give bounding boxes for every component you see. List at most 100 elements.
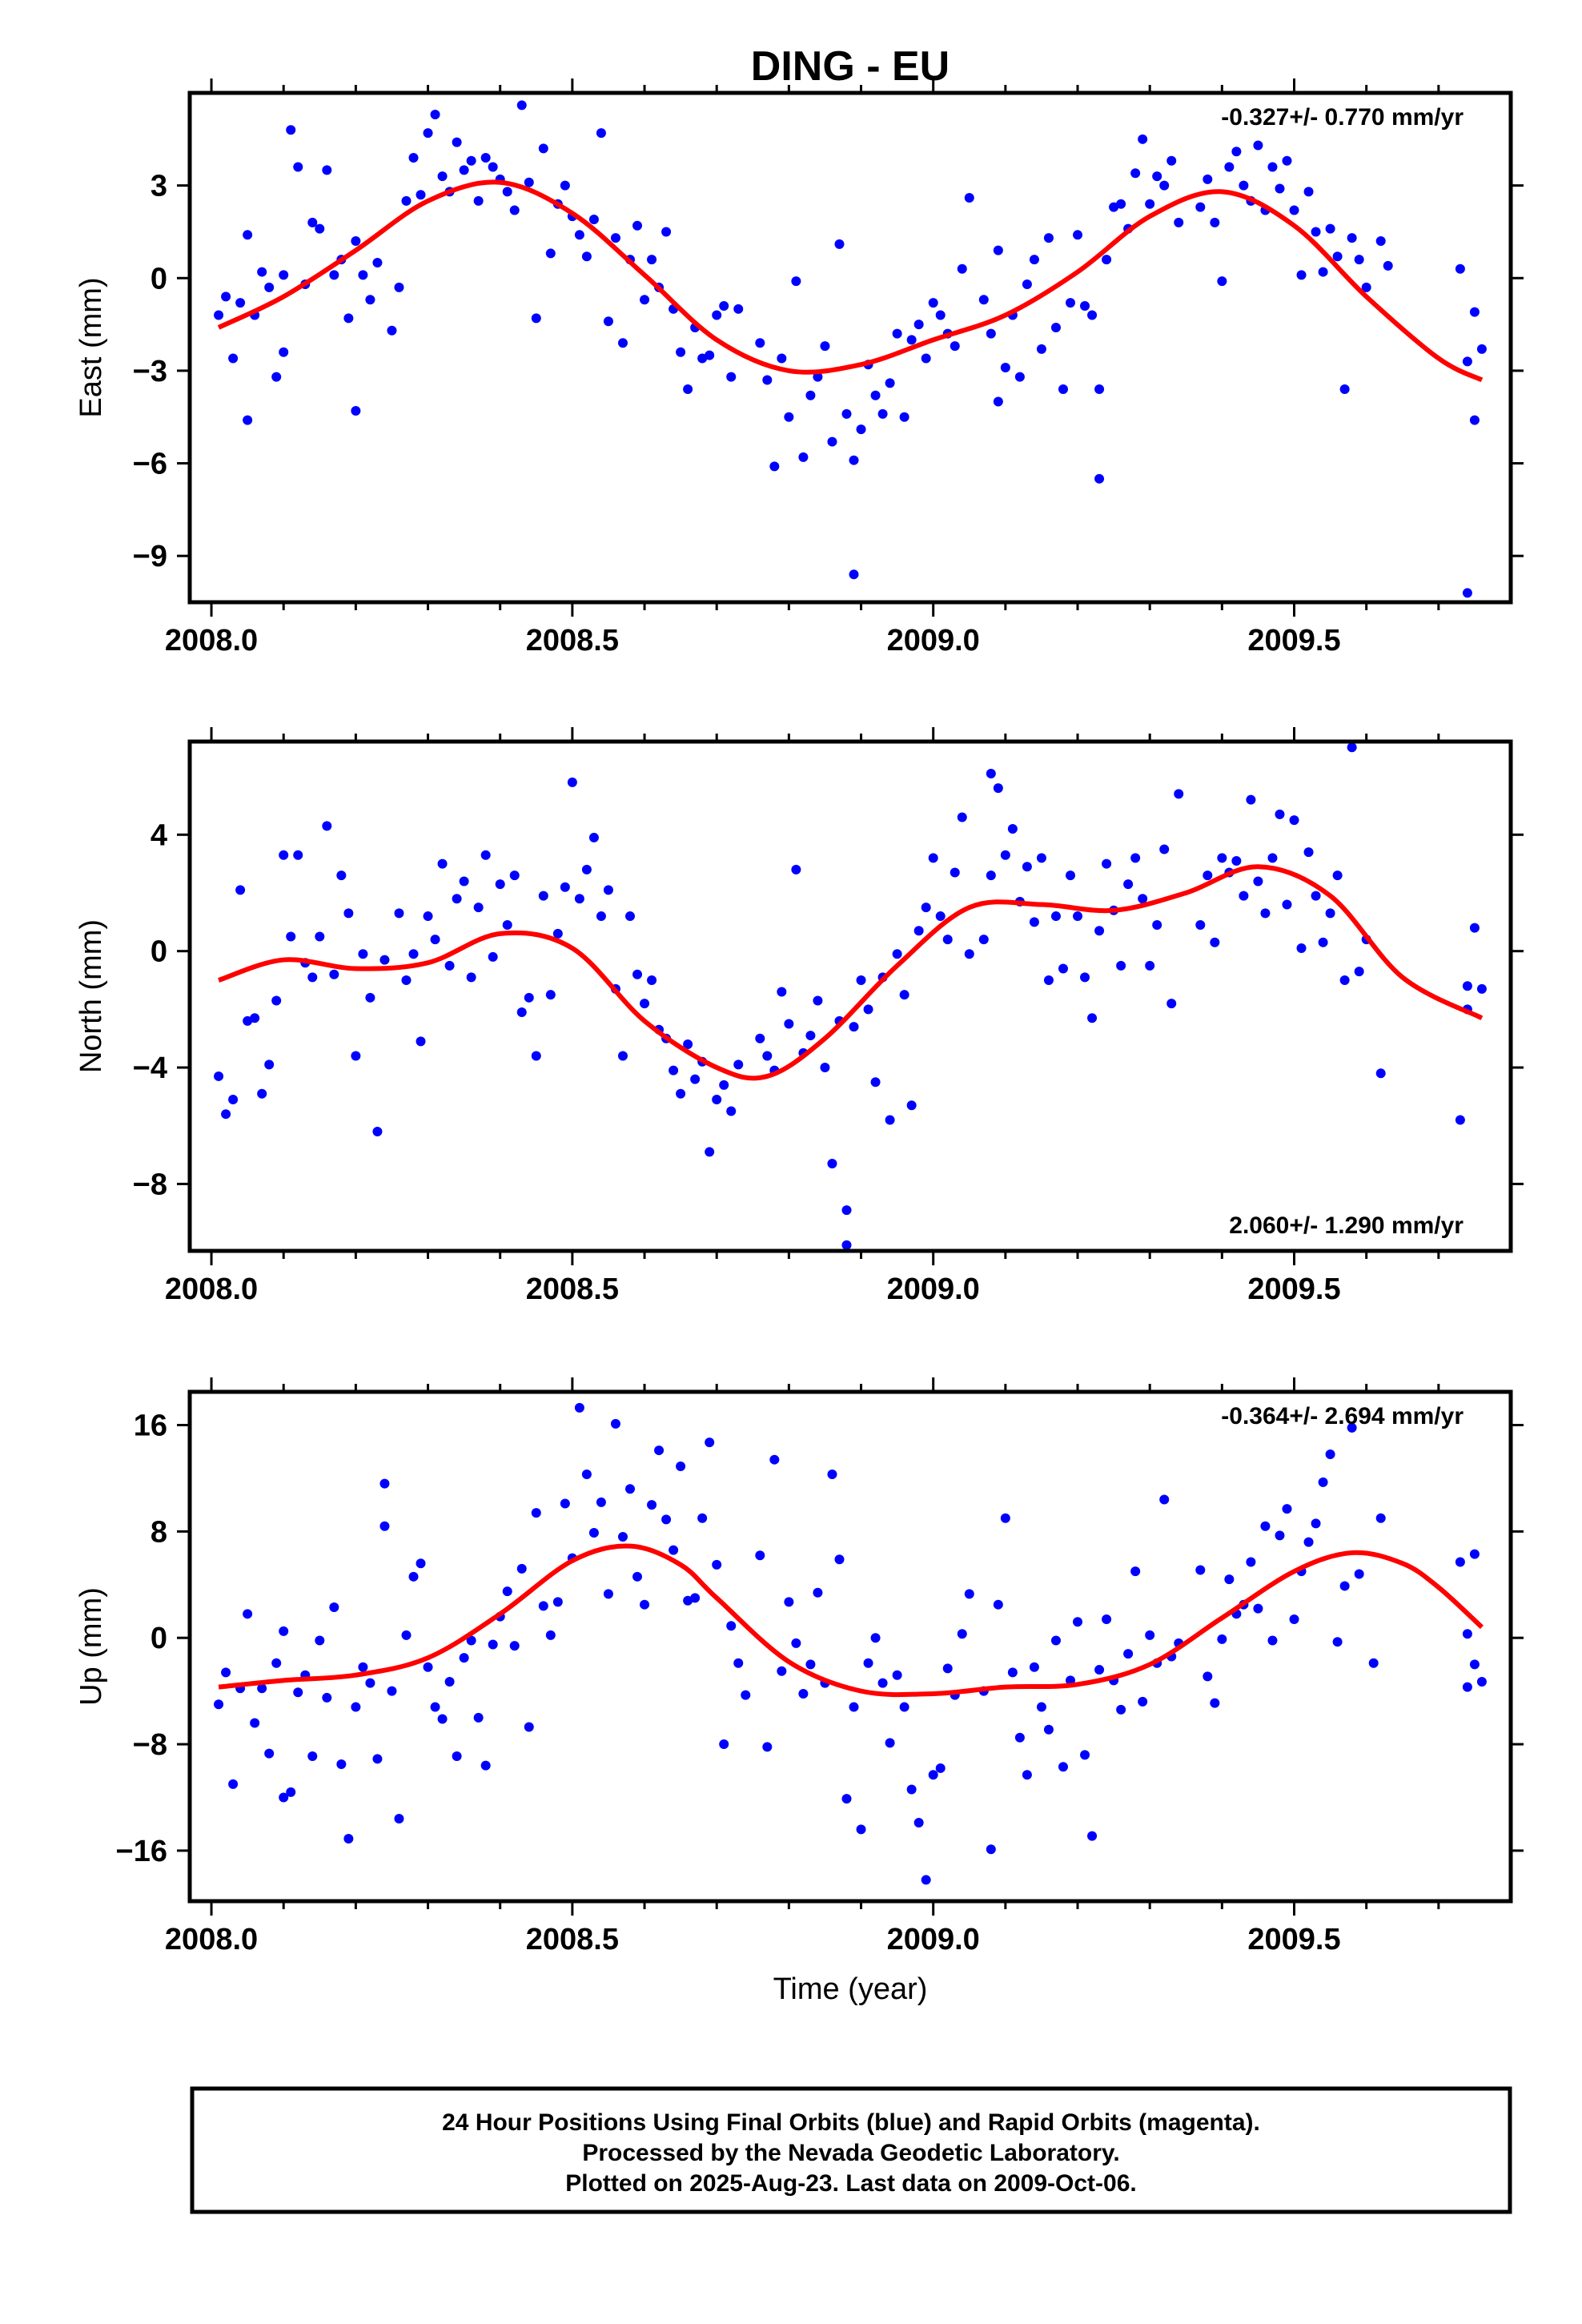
data-point <box>228 1779 239 1789</box>
data-point <box>1073 911 1083 922</box>
data-point <box>1253 1603 1263 1614</box>
data-point <box>849 455 859 465</box>
data-point <box>351 1702 361 1712</box>
data-point <box>712 1559 722 1570</box>
data-point <box>1296 943 1307 954</box>
data-point <box>480 850 491 860</box>
data-point <box>524 177 534 187</box>
data-point <box>640 295 650 305</box>
data-point <box>849 1022 859 1032</box>
data-point <box>1224 162 1235 172</box>
data-point <box>870 1633 881 1643</box>
data-point <box>574 1402 584 1413</box>
data-point <box>1311 1518 1321 1529</box>
data-point <box>697 353 708 364</box>
data-point <box>1289 1614 1299 1624</box>
data-point <box>466 1635 476 1646</box>
data-point <box>892 949 902 959</box>
data-point <box>719 1080 729 1090</box>
data-point <box>676 1088 686 1099</box>
data-point <box>1267 162 1278 172</box>
data-point <box>726 372 737 382</box>
plot-frame <box>187 1389 1513 1904</box>
data-point <box>632 1571 643 1582</box>
data-point <box>1303 847 1314 858</box>
data-point <box>1174 217 1184 227</box>
data-point <box>221 1109 231 1120</box>
data-point <box>647 975 657 986</box>
data-points <box>214 1402 1487 1885</box>
data-point <box>509 870 520 881</box>
data-point <box>683 384 693 395</box>
data-point <box>640 1599 650 1610</box>
data-point <box>214 1071 224 1081</box>
data-point <box>1094 384 1105 395</box>
data-point <box>1361 282 1371 292</box>
data-point <box>913 320 924 330</box>
data-point <box>279 1792 289 1803</box>
data-point <box>1469 1659 1480 1670</box>
data-point <box>1260 1521 1271 1531</box>
x-tick-label: 2009.5 <box>1247 1273 1340 1306</box>
y-tick-label: 3 <box>151 170 167 203</box>
data-point <box>560 1498 570 1509</box>
x-tick-label: 2009.5 <box>1247 624 1340 657</box>
data-point <box>1094 926 1105 936</box>
data-point <box>841 1240 852 1250</box>
data-point <box>617 1532 628 1542</box>
data-point <box>279 347 289 357</box>
data-point <box>1195 202 1206 212</box>
data-point <box>1087 1013 1098 1023</box>
data-point <box>221 292 231 302</box>
data-point <box>379 955 390 965</box>
data-point <box>978 935 989 945</box>
data-point <box>1022 1770 1032 1780</box>
data-point <box>1152 171 1162 182</box>
data-point <box>538 143 548 154</box>
data-point <box>1123 879 1134 890</box>
data-point <box>1087 310 1098 320</box>
data-point <box>235 298 246 308</box>
y-tick-label: 4 <box>151 818 167 852</box>
data-point <box>1138 1696 1148 1707</box>
data-point <box>307 217 318 227</box>
data-point <box>899 412 909 422</box>
data-point <box>661 1514 672 1525</box>
data-point <box>293 162 303 172</box>
x-tick-label: 2008.5 <box>526 1923 619 1956</box>
fit-curve <box>218 1543 1484 1698</box>
data-point <box>942 935 953 945</box>
data-point <box>669 1065 679 1076</box>
data-point <box>1159 1494 1170 1505</box>
data-point <box>1203 870 1213 881</box>
data-point <box>437 858 448 869</box>
data-point <box>1476 983 1487 994</box>
data-point <box>1000 850 1010 860</box>
data-point <box>1318 267 1328 277</box>
data-point <box>1339 1581 1350 1591</box>
data-point <box>733 304 744 314</box>
data-point <box>560 882 570 892</box>
data-point <box>993 783 1003 794</box>
data-point <box>1094 473 1105 484</box>
data-point <box>1116 1704 1126 1715</box>
data-point <box>957 812 967 822</box>
data-point <box>279 1626 289 1636</box>
data-point <box>1455 1115 1465 1125</box>
data-point <box>885 1738 895 1748</box>
data-point <box>488 951 498 962</box>
data-point <box>741 1690 751 1700</box>
data-point <box>1469 415 1480 425</box>
data-point <box>1066 870 1075 881</box>
data-point <box>545 990 556 1000</box>
data-point <box>358 949 368 959</box>
data-point <box>545 1630 556 1640</box>
data-point <box>993 245 1003 255</box>
data-point <box>1311 227 1321 237</box>
data-point <box>654 1445 665 1456</box>
data-point <box>315 1635 325 1646</box>
data-point <box>322 165 332 175</box>
data-point <box>762 1051 773 1061</box>
data-point <box>531 1051 541 1061</box>
data-point <box>603 885 613 895</box>
